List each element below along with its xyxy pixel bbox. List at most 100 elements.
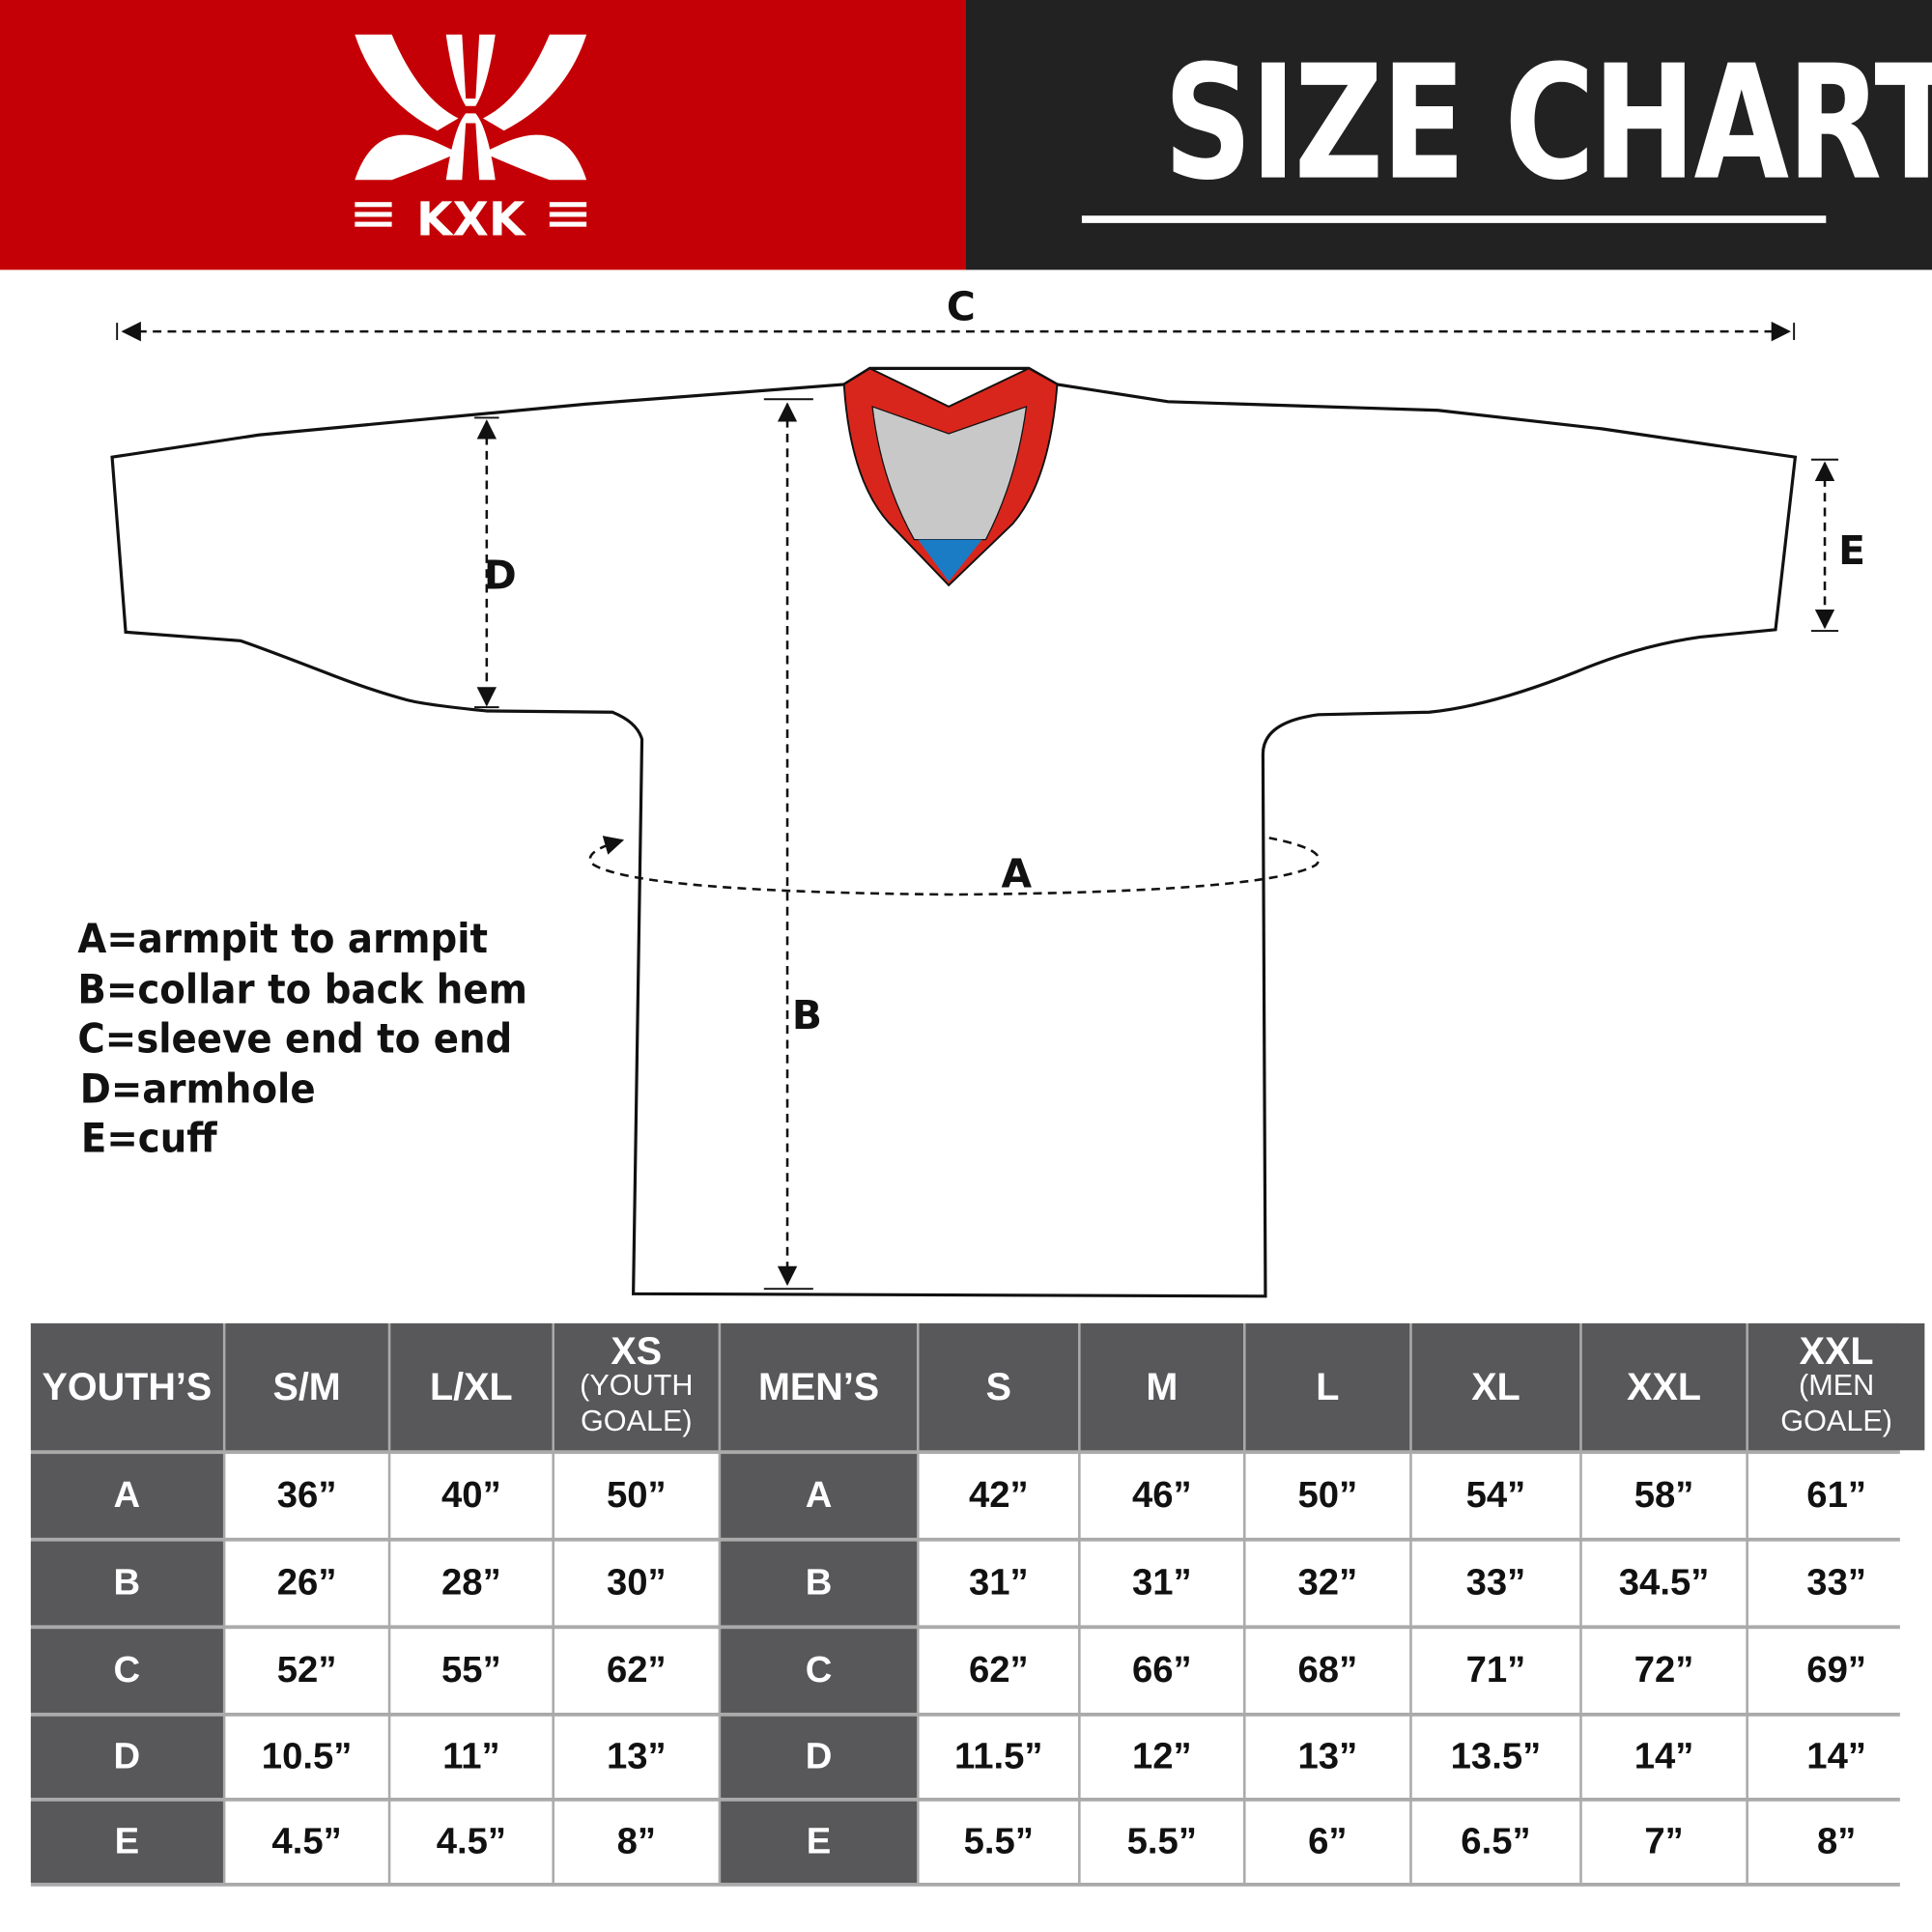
column-header: S/M [225, 1322, 388, 1451]
measurement-legend: A=armpit to armpit B=collar to back hem … [77, 914, 527, 1164]
row-label: D [721, 1716, 917, 1798]
label-a: A [1002, 850, 1033, 896]
table-cell: 10.5” [225, 1716, 388, 1798]
column-header: L [1245, 1322, 1410, 1451]
table-cell: 68” [1245, 1629, 1410, 1713]
column-header-label: L [1316, 1365, 1340, 1408]
legend-item: D=armhole [79, 1064, 316, 1113]
table-cell: 4.5” [390, 1801, 553, 1883]
jersey-diagram: C D B E A [110, 284, 1865, 1298]
table-cell: 50” [554, 1454, 719, 1538]
column-header: MEN’S [721, 1322, 917, 1451]
table-cell: 31” [1080, 1541, 1243, 1626]
column-header-label: YOUTH’S [42, 1365, 213, 1408]
table-cell: 7” [1581, 1801, 1747, 1883]
label-d: D [484, 553, 517, 599]
table-cell: 55” [390, 1629, 553, 1713]
column-header: YOUTH’S [30, 1322, 223, 1451]
row-label: D [30, 1716, 223, 1798]
table-cell: 62” [554, 1629, 719, 1713]
legend-item: A=armpit to armpit [77, 914, 489, 963]
table-cell: 11.5” [919, 1716, 1079, 1798]
table-cell: 8” [1747, 1801, 1925, 1883]
table-cell: 32” [1245, 1541, 1410, 1626]
label-e: E [1838, 527, 1865, 574]
column-header-label: S/M [272, 1365, 341, 1408]
table-cell: 33” [1747, 1541, 1925, 1626]
kxk-logo: KXK [355, 34, 587, 247]
label-c: C [947, 284, 976, 330]
table-cell: 6.5” [1411, 1801, 1580, 1883]
legend-item: C=sleeve end to end [77, 1013, 513, 1063]
table-cell: 26” [225, 1541, 388, 1626]
column-header: S [919, 1322, 1079, 1451]
column-header: XL [1411, 1322, 1580, 1451]
column-header-label: S [985, 1365, 1011, 1408]
collar-accent [918, 539, 982, 582]
column-header-sublabel: (YOUTH GOALE) [580, 1369, 694, 1438]
table-cell: 71” [1411, 1629, 1580, 1713]
column-header-label: XXL [1627, 1365, 1702, 1408]
legend-item: E=cuff [80, 1114, 217, 1163]
table-cell: 6” [1245, 1801, 1410, 1883]
table-cell: 33” [1411, 1541, 1580, 1626]
table-cell: 58” [1581, 1454, 1747, 1538]
table-cell: 14” [1747, 1716, 1925, 1798]
table-cell: 30” [554, 1541, 719, 1626]
column-header-label: MEN’S [757, 1365, 880, 1408]
table-cell: 4.5” [225, 1801, 388, 1883]
column-header-label: XS [611, 1329, 663, 1373]
title-underline [1081, 215, 1827, 223]
table-cell: 50” [1245, 1454, 1410, 1538]
table-cell: 14” [1581, 1716, 1747, 1798]
table-cell: 12” [1080, 1716, 1243, 1798]
row-label: C [721, 1629, 917, 1713]
size-table: YOUTH’S S/M L/XL XS (YOUTH GOALE) MEN’S S M L XL X… [30, 1322, 1925, 1887]
page-title: SIZE CHART [1163, 32, 1932, 216]
table-cell: 62” [919, 1629, 1079, 1713]
table-cell: 34.5” [1581, 1541, 1747, 1626]
table-cell: 46” [1080, 1454, 1243, 1538]
title-panel [965, 0, 1932, 270]
column-header: XXL (MEN GOALE) [1747, 1322, 1925, 1451]
table-cell: 66” [1080, 1629, 1243, 1713]
table-cell: 8” [554, 1801, 719, 1883]
collar-inner [871, 405, 1028, 541]
table-cell: 28” [390, 1541, 553, 1626]
logo-text: KXK [416, 193, 527, 247]
table-cell: 40” [390, 1454, 553, 1538]
table-cell: 13” [554, 1716, 719, 1798]
table-cell: 61” [1747, 1454, 1925, 1538]
column-header: XXL [1581, 1322, 1747, 1451]
table-cell: 54” [1411, 1454, 1580, 1538]
column-header: M [1080, 1322, 1243, 1451]
jersey-outline [110, 366, 1798, 1298]
table-cell: 13.5” [1411, 1716, 1580, 1798]
label-b: B [792, 992, 822, 1038]
column-header-label: M [1146, 1365, 1179, 1408]
column-header: L/XL [390, 1322, 553, 1451]
row-label: C [30, 1629, 223, 1713]
row-label: E [30, 1801, 223, 1883]
table-cell: 5.5” [1080, 1801, 1243, 1883]
measure-a-line [588, 836, 1321, 896]
table-cell: 13” [1245, 1716, 1410, 1798]
table-cell: 52” [225, 1629, 388, 1713]
table-cell: 36” [225, 1454, 388, 1538]
table-cell: 72” [1581, 1629, 1747, 1713]
table-cell: 42” [919, 1454, 1079, 1538]
legend-item: B=collar to back hem [77, 964, 527, 1012]
column-header-sublabel: (MEN GOALE) [1780, 1369, 1892, 1438]
column-header-label: L/XL [430, 1365, 513, 1408]
column-header-label: XXL [1799, 1329, 1874, 1373]
table-cell: 5.5” [919, 1801, 1079, 1883]
row-label: B [721, 1541, 917, 1626]
row-label: B [30, 1541, 223, 1626]
brand-panel: KXK [0, 0, 966, 270]
table-cell: 11” [390, 1716, 553, 1798]
column-header: XS (YOUTH GOALE) [554, 1322, 719, 1451]
row-label: E [721, 1801, 917, 1883]
column-header-label: XL [1471, 1365, 1520, 1408]
table-cell: 69” [1747, 1629, 1925, 1713]
